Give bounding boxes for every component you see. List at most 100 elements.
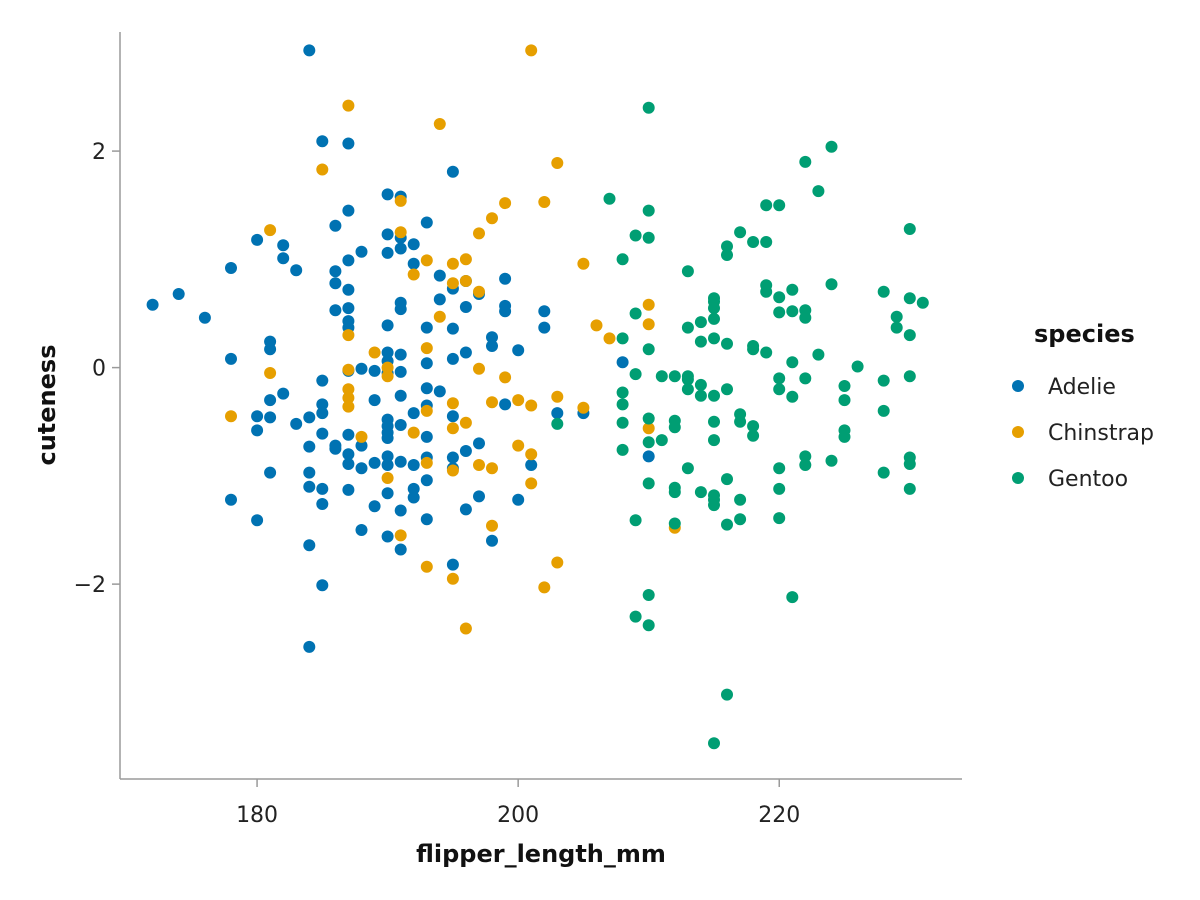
point-gentoo	[629, 514, 642, 527]
point-chinstrap	[512, 439, 525, 452]
point-gentoo	[668, 421, 681, 434]
point-gentoo	[877, 466, 890, 479]
point-chinstrap	[551, 390, 564, 403]
point-gentoo	[629, 229, 642, 242]
point-adelie	[394, 504, 407, 517]
point-gentoo	[760, 199, 773, 212]
point-gentoo	[773, 482, 786, 495]
legend-label-chinstrap: Chinstrap	[1048, 421, 1154, 446]
point-adelie	[420, 513, 433, 526]
point-chinstrap	[420, 560, 433, 573]
point-gentoo	[681, 462, 694, 475]
point-adelie	[303, 466, 316, 479]
point-chinstrap	[499, 371, 512, 384]
point-gentoo	[877, 404, 890, 417]
point-adelie	[642, 450, 655, 463]
point-chinstrap	[473, 285, 485, 298]
point-chinstrap	[459, 275, 472, 287]
point-adelie	[420, 357, 433, 370]
point-adelie	[420, 430, 433, 443]
point-chinstrap	[486, 396, 498, 409]
point-chinstrap	[642, 298, 655, 311]
point-gentoo	[681, 383, 694, 396]
point-adelie	[381, 246, 394, 259]
point-adelie	[394, 242, 407, 255]
point-chinstrap	[381, 361, 394, 374]
point-gentoo	[642, 204, 655, 217]
point-adelie	[459, 346, 472, 359]
point-adelie	[446, 451, 459, 464]
point-chinstrap	[551, 157, 564, 169]
point-adelie	[459, 503, 472, 516]
point-adelie	[368, 364, 381, 377]
point-adelie	[316, 374, 329, 387]
point-chinstrap	[420, 254, 433, 267]
point-adelie	[407, 491, 420, 504]
point-adelie	[316, 407, 329, 420]
point-chinstrap	[420, 342, 433, 355]
point-chinstrap	[525, 448, 538, 461]
point-chinstrap	[459, 253, 472, 266]
point-adelie	[394, 543, 407, 556]
point-adelie	[368, 500, 381, 513]
point-adelie	[225, 493, 237, 506]
legend-label-adelie: Adelie	[1048, 375, 1116, 400]
point-chinstrap	[538, 581, 551, 594]
point-chinstrap	[642, 422, 655, 435]
point-adelie	[251, 514, 264, 527]
point-adelie	[342, 283, 355, 296]
point-adelie	[303, 480, 316, 493]
point-chinstrap	[264, 224, 277, 237]
point-adelie	[394, 303, 407, 316]
point-adelie	[433, 385, 446, 398]
point-chinstrap	[525, 399, 538, 412]
point-chinstrap	[525, 44, 538, 57]
point-gentoo	[708, 499, 720, 512]
point-gentoo	[877, 374, 890, 387]
x-tick-label: 180	[236, 803, 278, 828]
point-gentoo	[708, 434, 720, 447]
point-gentoo	[903, 223, 916, 235]
point-adelie	[303, 411, 316, 424]
point-adelie	[355, 462, 368, 475]
legend-marker-chinstrap	[1012, 426, 1024, 438]
point-gentoo	[916, 296, 929, 309]
point-gentoo	[773, 372, 786, 385]
point-gentoo	[721, 688, 733, 701]
point-adelie	[264, 411, 277, 424]
point-gentoo	[747, 343, 760, 356]
x-tick-label: 200	[497, 803, 539, 828]
point-gentoo	[668, 517, 681, 530]
point-gentoo	[773, 291, 786, 304]
point-gentoo	[799, 311, 812, 324]
point-gentoo	[812, 185, 825, 198]
point-adelie	[342, 254, 355, 267]
point-adelie	[316, 398, 329, 411]
point-adelie	[433, 269, 446, 282]
point-chinstrap	[473, 227, 485, 240]
point-gentoo	[708, 312, 720, 325]
point-gentoo	[616, 443, 629, 456]
point-chinstrap	[394, 194, 407, 207]
point-chinstrap	[446, 464, 459, 477]
point-gentoo	[903, 329, 916, 342]
point-gentoo	[747, 429, 760, 442]
point-gentoo	[642, 343, 655, 356]
point-chinstrap	[525, 477, 538, 490]
point-chinstrap	[225, 410, 237, 423]
point-chinstrap	[473, 362, 485, 375]
legend: species Adelie Chinstrap Gentoo	[1012, 320, 1154, 492]
point-gentoo	[642, 436, 655, 449]
point-adelie	[394, 419, 407, 431]
point-gentoo	[616, 332, 629, 345]
point-gentoo	[734, 415, 747, 428]
point-gentoo	[694, 389, 707, 402]
point-gentoo	[838, 430, 851, 443]
point-adelie	[368, 456, 381, 469]
point-adelie	[316, 579, 329, 592]
point-chinstrap	[394, 226, 407, 239]
point-gentoo	[825, 278, 838, 291]
point-gentoo	[694, 486, 707, 499]
point-adelie	[446, 165, 459, 178]
point-gentoo	[708, 415, 720, 428]
